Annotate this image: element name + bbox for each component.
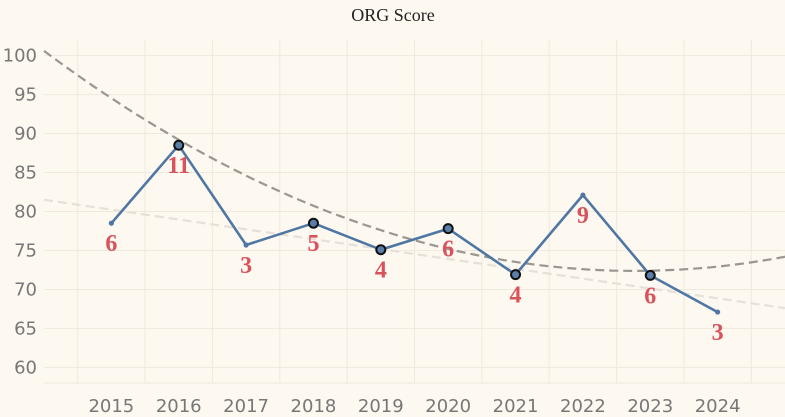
- series: [108, 139, 721, 315]
- x-tick-label: 2022: [560, 396, 606, 417]
- data-label: 4: [510, 283, 522, 309]
- data-point: [580, 192, 586, 198]
- data-label: 6: [442, 237, 454, 263]
- data-label: 3: [240, 253, 252, 279]
- series-line: [110, 143, 719, 314]
- linear-trendline: [43, 198, 785, 310]
- x-tick-label: 2018: [291, 396, 337, 417]
- data-point-marker: [173, 139, 185, 151]
- data-point: [715, 309, 721, 315]
- x-tick-label: 2024: [695, 396, 741, 417]
- data-label: 5: [307, 231, 319, 257]
- data-point-marker: [375, 244, 387, 256]
- data-point-marker: [442, 223, 454, 235]
- data-label: 6: [644, 283, 656, 309]
- x-tick-label: 2015: [88, 396, 134, 417]
- data-point-marker: [307, 217, 319, 229]
- data-point-marker: [644, 269, 656, 281]
- grid: [44, 40, 785, 384]
- y-tick-label: 70: [14, 279, 37, 300]
- data-label: 6: [105, 231, 117, 257]
- data-label: 9: [577, 203, 589, 229]
- data-point: [108, 220, 114, 226]
- x-axis: 2015 2016 2017 2018 2019 2020 2021 2022 2023 2024: [88, 396, 740, 417]
- data-label: 4: [375, 258, 387, 284]
- x-tick-label: 2023: [627, 396, 673, 417]
- y-tick-label: 65: [14, 318, 37, 339]
- y-axis: 60 65 70 75 80 85 90 95 100: [3, 46, 37, 379]
- data-point: [243, 242, 249, 248]
- y-tick-label: 100: [3, 46, 37, 67]
- x-tick-label: 2020: [425, 396, 471, 417]
- y-tick-label: 90: [14, 124, 37, 145]
- quadratic-trendline: [43, 50, 785, 273]
- y-tick-label: 95: [14, 85, 37, 106]
- data-point-marker: [510, 269, 522, 281]
- x-tick-label: 2016: [156, 396, 202, 417]
- data-labels: 6 11 3 5 4 6 4 9 6 3: [105, 153, 723, 346]
- y-tick-label: 60: [14, 357, 37, 378]
- x-tick-label: 2019: [358, 396, 404, 417]
- trendlines: [43, 50, 785, 310]
- y-tick-label: 80: [14, 202, 37, 223]
- y-tick-label: 75: [14, 240, 37, 261]
- data-label: 11: [167, 153, 190, 179]
- chart-title: ORG Score: [351, 5, 435, 25]
- y-tick-label: 85: [14, 163, 37, 184]
- data-label: 3: [712, 320, 724, 346]
- x-tick-label: 2021: [493, 396, 539, 417]
- x-tick-label: 2017: [223, 396, 269, 417]
